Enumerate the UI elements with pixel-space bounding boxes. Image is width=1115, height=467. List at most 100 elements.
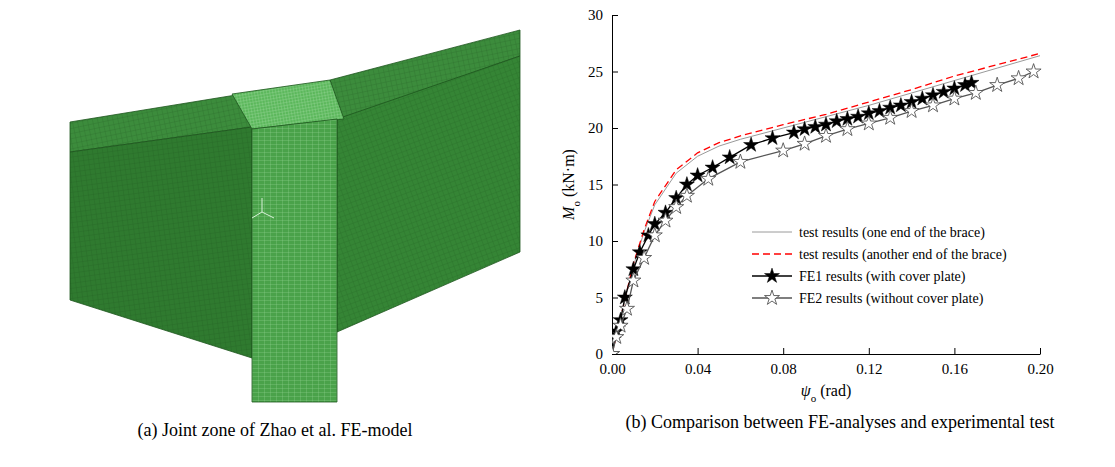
series-marker (840, 121, 855, 135)
legend-swatch (752, 232, 792, 233)
legend-label: test results (one end of the brace) (799, 225, 985, 241)
series-marker (637, 250, 652, 264)
legend-label: FE2 results (without cover plate) (799, 291, 984, 307)
x-tick-mark (869, 348, 870, 354)
series-marker (690, 168, 705, 182)
series-marker (744, 137, 759, 151)
legend-entry: test results (another end of the brace) (752, 247, 1007, 263)
y-tick-label: 0 (596, 346, 604, 362)
y-tick: 10 (588, 233, 618, 249)
x-tick-label: 0.00 (599, 361, 625, 377)
series-marker (705, 160, 720, 174)
triad-line (252, 212, 262, 218)
triad-line (262, 198, 263, 212)
series-marker (669, 199, 684, 213)
y-tick: 15 (588, 177, 618, 193)
series-line (612, 56, 1040, 354)
x-axis-title: ψo (rad) (801, 382, 852, 404)
right-chord-face (337, 56, 520, 332)
y-tick-mark (612, 185, 618, 186)
legend-label: test results (another end of the brace) (799, 247, 1007, 263)
y-tick-label: 20 (588, 120, 603, 136)
y-tick-label: 15 (588, 177, 603, 193)
series-marker (733, 154, 748, 168)
y-tick-label: 10 (588, 233, 603, 249)
series-marker (861, 116, 876, 130)
left-chord-face (70, 127, 252, 358)
series-marker (797, 121, 812, 135)
x-tick-label: 0.12 (856, 361, 882, 377)
series-marker (776, 143, 791, 157)
axis-triad (252, 198, 274, 218)
mesh-panel (70, 30, 520, 402)
y-tick-label: 30 (588, 7, 603, 23)
legend-label: FE1 results (with cover plate) (799, 269, 966, 285)
x-tick-label: 0.08 (771, 361, 797, 377)
legend-marker (764, 290, 779, 304)
x-tick: 0.08 (771, 348, 797, 377)
series-marker (904, 103, 919, 117)
y-tick-mark (612, 354, 618, 355)
y-tick: 20 (588, 120, 618, 136)
y-axis: 0 5 10 15 20 25 30 (588, 7, 618, 362)
y-axis-title: Mo (kN·m) (560, 149, 582, 221)
series-marker (990, 77, 1005, 91)
y-tick: 25 (588, 64, 618, 80)
y-tick: 30 (588, 7, 618, 23)
x-tick: 0.20 (1027, 348, 1053, 377)
x-tick-label: 0.20 (1027, 361, 1053, 377)
series-marker (797, 136, 812, 150)
series-marker (1026, 64, 1041, 78)
y-tick-mark (612, 128, 618, 129)
x-tick: 0.16 (942, 348, 969, 377)
y-tick-mark (612, 241, 618, 242)
legend-marker (764, 268, 779, 282)
y-tick: 0 (596, 346, 619, 362)
series-marker (765, 130, 780, 144)
series-line (612, 83, 972, 354)
legend-swatch (752, 253, 792, 254)
panel-caption: (b) Comparison between FE-analyses and e… (626, 412, 1055, 433)
y-tick-mark (612, 15, 618, 16)
series-marker (626, 273, 641, 287)
x-axis: 0.00 0.04 0.08 0.12 0.16 0.20 (599, 348, 1053, 377)
series-line (612, 72, 1034, 355)
x-tick-label: 0.16 (942, 361, 969, 377)
plot-area (612, 53, 1041, 354)
y-tick-label: 5 (596, 290, 604, 306)
legend-entry: FE1 results (with cover plate) (752, 268, 966, 285)
series-marker (925, 98, 940, 112)
series-marker (612, 346, 620, 354)
x-tick: 0.12 (856, 348, 882, 377)
series-marker (808, 119, 823, 133)
legend-entry: test results (one end of the brace) (752, 225, 985, 241)
series-marker (947, 91, 962, 105)
y-axis-title-unit: (kN·m) (560, 149, 578, 197)
series-marker (701, 171, 716, 185)
series-marker (679, 188, 694, 202)
panel-caption: (a) Joint zone of Zhao et al. FE-model (138, 420, 413, 441)
x-axis-line (613, 354, 1041, 355)
x-tick: 0.04 (685, 348, 712, 377)
x-tick-mark (698, 348, 699, 354)
figure: (a) Joint zone of Zhao et al. FE-model (b… (0, 0, 1115, 467)
brace-face (252, 119, 337, 402)
y-tick: 5 (596, 290, 619, 306)
x-axis-title-unit: (rad) (820, 382, 851, 400)
series-marker (613, 318, 628, 332)
triad-line (262, 212, 274, 218)
series-line (612, 53, 1040, 354)
series-marker (612, 329, 624, 343)
x-tick-mark (1040, 348, 1041, 354)
series-marker (883, 110, 898, 124)
series-marker (647, 227, 662, 241)
series-marker (829, 113, 844, 127)
series-marker (1011, 70, 1026, 84)
series-marker (619, 301, 634, 315)
series-marker (658, 213, 673, 227)
x-tick-label: 0.04 (685, 361, 712, 377)
series-marker (818, 128, 833, 142)
series-marker (722, 149, 737, 163)
y-tick-label: 25 (588, 64, 603, 80)
x-tick-mark (954, 348, 955, 354)
